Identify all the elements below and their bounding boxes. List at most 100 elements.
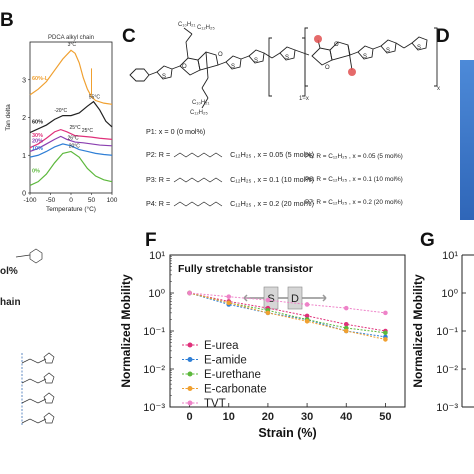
thiophene-4 [279,46,296,61]
chart-f-point [226,294,232,299]
chart-f-xtick-label: 30 [301,411,313,423]
chart-b-annotation-6: 20°C [69,144,81,150]
subscript-1-x: 1−x [299,96,309,102]
thiophene-7 [411,36,428,51]
polymer-p7-prefix: P7: R = [305,199,329,206]
dpp-core-2-b [329,41,351,61]
chart-b-xtick-label: -100 [23,197,36,204]
atom-o-3: O [334,42,339,48]
polymer-p2-prefix: P2: R = [146,150,171,159]
chart-f-point [343,328,349,334]
chart-f-point [304,318,310,324]
chart-f-ytick-label: 10⁻¹ [143,326,165,338]
chart-f-legend-marker-3 [187,386,193,391]
p3-amide-linker [173,177,223,183]
chart-b-ylabel: Tan delta [5,104,12,131]
chart-b-ytick-label: 0 [22,191,26,198]
polymer-p7-tail: C₁₂H₂₅ , x = 0.2 (20 mol%) [328,199,403,206]
chart-f-inset-channel [250,297,320,299]
chain-top-1: C₁₀H₂₁ [178,22,196,28]
polymer-p6-tail: C₁₂H₂₅ , x = 0.1 (10 mol%) [328,176,403,183]
chart-b-xlabel: Temperature (°C) [46,205,96,213]
chart-f-series-line-4 [189,292,386,314]
chart-b-series-label-2: 30% [32,133,43,139]
chart-f-series-line-3 [189,292,386,340]
polymer-p2-tail: C₁₂H₂₅ , x = 0.05 (5 mol%) [230,150,314,159]
chart-f-legend-marker-4 [187,400,193,406]
chart-b-annotation-3: 25°C [70,125,82,131]
chart-f-legend-marker-0 [187,342,193,348]
chart-b-xtick-label: 100 [107,197,118,204]
left-fragment-mol: ol% [0,266,18,277]
chart-g-ytick-label: 10⁰ [441,288,458,300]
chain-top-2: C₁₂H₂₅ [197,25,215,31]
polymer-p6-label: P6: R = C₁₂H₂₅ , x = 0.1 (10 mol%) [305,176,403,183]
p4-linker [173,201,223,207]
chart-f-title: Fully stretchable transistor [178,263,313,275]
chart-f-point [226,300,232,306]
polymer-p2-label: P2: R = C₁₂H₂₅ , x = 0.05 (5 mol%) [146,150,314,160]
atom-s-1: S [162,74,166,80]
chart-f-point [343,305,349,311]
polymer-p3-label: P3: R = C₁₂H₂₅ , x = 0.1 (10 mol%) [146,175,314,185]
chart-b-ytick-label: 1 [22,153,26,160]
polymer-p4-label: P4: R = C₁₂H₂₅ , x = 0.2 (20 mol%) [146,199,314,209]
chart-f-inset-source-electrode [263,286,279,310]
chart-f-point [304,313,310,319]
chart-b-series-1 [29,100,113,134]
chart-f-point [383,330,388,336]
polymer-p1-label: P1: x = 0 (0 mol%) [146,127,206,136]
chart-f-ytick-label: 10⁰ [148,288,165,300]
chart-f-point [265,297,271,303]
phenyl-left-ring [129,68,150,82]
polymer-p5-tail: C₁₂H₂₅ , x = 0.05 (5 mol%) [328,153,403,160]
thiophene-2 [225,55,242,70]
chart-b-annotation-1: 55°C [89,95,101,101]
atom-o-4: O [325,65,330,71]
chart-f-ytick-label: 10¹ [149,250,165,262]
chart-f-inset-s: S [267,293,274,305]
chart-b-annotation-0: 3°C [68,42,77,48]
chart-b-xtick-label: 0 [69,197,73,204]
chart-f-ytick-label: 10⁻² [143,364,165,376]
chart-b-xtick-label: 50 [88,197,96,204]
chart-b-series-label-4: 10% [32,146,43,152]
chart-g-ytick-label: 10¹ [442,250,458,262]
chart-b-series-5 [29,150,113,186]
chart-f-legend-label-0: E-urea [204,340,239,352]
chart-b-series-label-1: 60% [32,120,43,126]
chart-b-annotation-5: 26°C [67,135,79,141]
panel-letter-g: G [420,230,435,251]
chart-b-series-2 [29,128,113,149]
chart-b-ytick-label: 3 [22,77,26,84]
chart-f-legend-marker-1 [187,357,193,362]
chart-f-ylabel: Normalized Mobility [119,274,133,388]
chart-f-legend-marker-2 [187,371,193,377]
chain-bottom-1: C₁₀H₂₁ [192,100,210,106]
chart-b-series-label-5: 0% [32,169,40,175]
chart-f-xtick-label: 0 [187,411,193,423]
polymer-p5-prefix: P5: R = [305,153,329,160]
thiophene-3 [248,49,265,64]
thiophene-5 [357,45,374,60]
chart-f-xtick-label: 50 [379,411,391,423]
subscript-x: x [437,86,440,92]
atom-s-6: S [386,48,390,54]
chart-f-xtick-label: 20 [262,411,274,423]
polymer-backbone [129,27,438,109]
atom-o-1: O [182,64,187,70]
dpp-core-1-b [197,51,219,71]
chart-g-ytick-label: 10⁻¹ [436,326,458,338]
chart-f-point [343,322,349,327]
chart-f-point [383,310,388,316]
chart-b-series-label-0: 60%-L [32,76,49,82]
chart-b-series-0 [29,49,113,105]
chart-f: Fully stretchable transistor 10¹ 10⁰ 10⁻¹ 10… [119,250,406,440]
chart-f-legend-label-3: E-carbonate [204,384,267,396]
polymer-p6-prefix: P6: R = [305,176,329,183]
chart-g-ytick-label: 10⁻² [436,364,458,376]
chart-b-annotation-2: -20°C [54,108,67,114]
r-group-top-marker [314,35,322,43]
chart-b-series-4 [29,143,113,158]
left-fragment-chain: hain [0,297,21,308]
